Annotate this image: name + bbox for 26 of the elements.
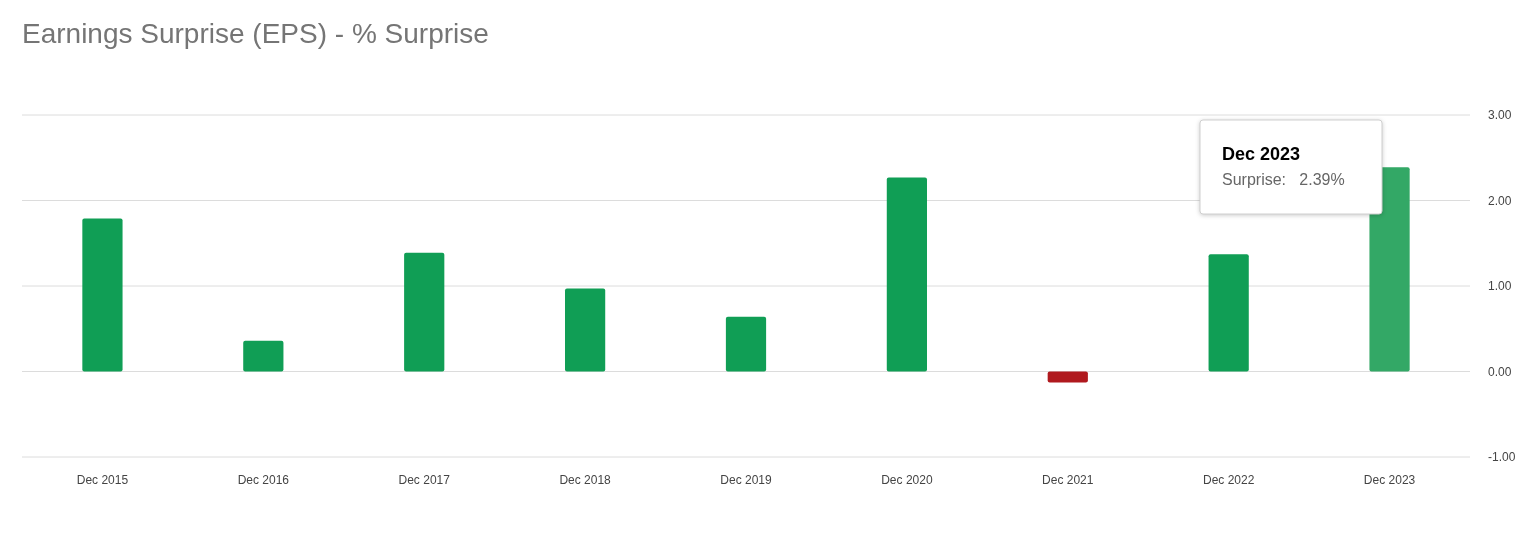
annotation: Dec 2023: [1222, 144, 1301, 164]
bar: [1208, 254, 1249, 372]
x-tick-label: Dec 2015: [76, 472, 129, 487]
y-tick-label: 0.00: [1488, 364, 1512, 379]
bar: [243, 340, 284, 372]
bar: [725, 316, 767, 372]
x-tick-label: Dec 2017: [398, 472, 451, 487]
bar: [886, 177, 927, 372]
x-tick-label: Dec 2016: [237, 472, 290, 487]
x-tick-label: Dec 2022: [1202, 472, 1255, 487]
x-tick-label: Dec 2018: [559, 472, 612, 487]
annotation: Surprise: 2.39%: [1222, 171, 1345, 188]
chart-title: Earnings Surprise (EPS) - % Surprise: [22, 18, 489, 49]
bar: [1369, 167, 1410, 372]
x-tick-label: Dec 2023: [1363, 472, 1416, 487]
bar: [565, 288, 606, 372]
x-tick-label: Dec 2020: [881, 472, 933, 487]
bar: [82, 218, 123, 372]
y-tick-label: -1.00: [1488, 450, 1516, 465]
y-tick-label: 1.00: [1488, 279, 1512, 294]
x-tick-label: Dec 2019: [720, 472, 773, 487]
bar: [404, 252, 445, 372]
y-tick-label: 2.00: [1488, 193, 1512, 208]
x-tick-label: Dec 2021: [1042, 472, 1094, 487]
bar: [1047, 371, 1088, 383]
y-tick-label: 3.00: [1488, 108, 1512, 123]
